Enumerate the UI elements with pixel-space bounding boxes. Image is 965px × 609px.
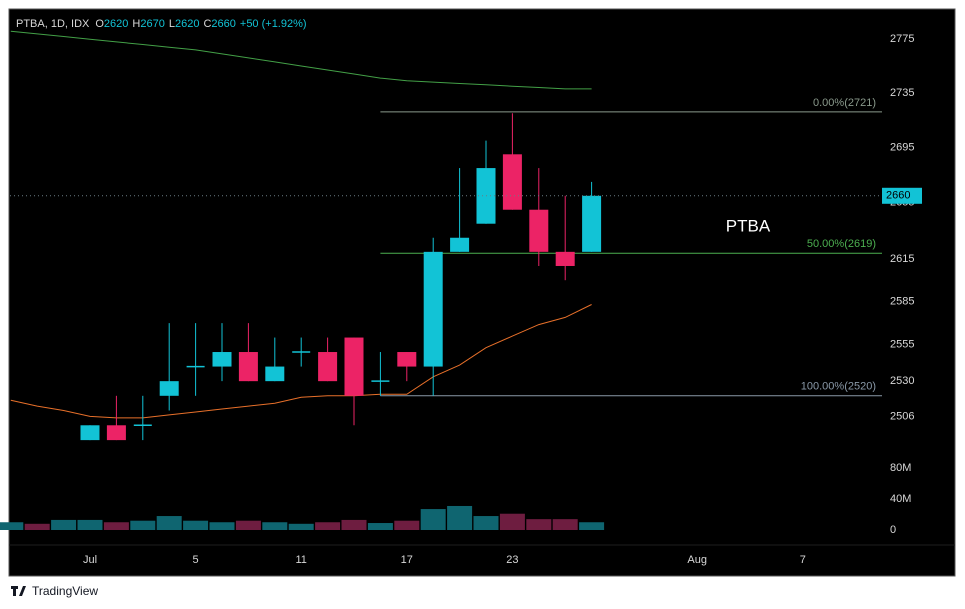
ohlc-key: C [203, 18, 211, 30]
y-tick-label: 2735 [890, 87, 914, 99]
chart-frame [8, 8, 956, 577]
volume-tick-label: 40M [890, 493, 911, 505]
volume-bar [526, 519, 552, 530]
x-tick-label: Jul [83, 554, 97, 566]
volume-tick-label: 0 [890, 524, 896, 536]
candle-body [555, 251, 575, 266]
y-tick-label: 2775 [890, 33, 914, 45]
fib-label: 0.00%(2721) [813, 97, 876, 109]
volume-bar [24, 523, 50, 530]
candle-body [502, 154, 522, 210]
x-tick-label: 17 [401, 554, 413, 566]
change: +50 (+1.92%) [240, 18, 307, 30]
candle-body [238, 352, 258, 382]
candle-body [529, 209, 549, 252]
brand: TradingView [32, 584, 98, 598]
ohlc-value: 2660 [211, 18, 235, 30]
volume-bar [77, 519, 103, 530]
ohlc-key: H [132, 18, 140, 30]
y-tick-label: 2530 [890, 375, 914, 387]
candle-body [450, 237, 470, 252]
x-tick-label: 5 [193, 554, 199, 566]
x-tick-label: 23 [506, 554, 518, 566]
volume-bar [473, 516, 499, 530]
volume-bar [51, 519, 77, 530]
y-tick-label: 2506 [890, 410, 914, 422]
y-tick-label: 2585 [890, 296, 914, 308]
moving-average [10, 304, 592, 419]
volume-bar [156, 516, 182, 530]
y-tick-label: 2695 [890, 141, 914, 153]
logo-icon [11, 586, 26, 596]
volume-bar [235, 520, 261, 530]
volume-bar [262, 522, 288, 530]
candle-body [212, 352, 232, 367]
candle-body [344, 337, 364, 396]
candle-body [423, 251, 443, 367]
y-tick-label: 2615 [890, 253, 914, 265]
candle-body [582, 195, 602, 252]
candle-body [318, 352, 338, 382]
ohlc-value: 2670 [140, 18, 164, 30]
volume-bar [394, 520, 420, 530]
candle-body [80, 425, 100, 441]
volume-bar [447, 505, 473, 530]
x-tick-label: Aug [687, 554, 707, 566]
volume-bar [209, 522, 235, 530]
moving-average [10, 30, 592, 90]
x-tick-label: 7 [800, 554, 806, 566]
candle-body [159, 381, 179, 396]
fib-label: 50.00%(2619) [807, 238, 876, 250]
last-price-box [882, 187, 922, 204]
volume-bar [0, 522, 24, 530]
volume-bar [130, 520, 156, 530]
fib-label: 100.00%(2520) [801, 381, 876, 393]
y-tick-label: 2555 [890, 339, 914, 351]
ohlc-key: O [95, 18, 104, 30]
ohlc-value: 2620 [175, 18, 199, 30]
annotation: PTBA [726, 216, 771, 235]
volume-bar [315, 522, 341, 530]
volume-bar [552, 519, 578, 530]
x-tick-label: 11 [295, 554, 306, 566]
volume-bar [341, 519, 367, 530]
ohlc-value: 2620 [104, 18, 128, 30]
symbol: PTBA, 1D, IDX [16, 18, 90, 30]
volume-bar [183, 520, 209, 530]
candle-body [397, 352, 417, 367]
volume-bar [288, 523, 314, 530]
volume-tick-label: 80M [890, 462, 911, 474]
candle-body [106, 425, 126, 441]
header: PTBA, 1D, IDX O2620 H2670 L2620 C2660 +50 (+1… [16, 18, 307, 30]
volume-bar [579, 522, 605, 530]
last-price-label: 2660 [886, 190, 910, 202]
volume-bar [499, 513, 525, 530]
candle-body [265, 366, 285, 382]
volume-bar [367, 523, 393, 530]
ohlc-key: L [169, 18, 175, 30]
volume-bar [103, 522, 129, 530]
volume-bar [420, 509, 446, 530]
logo: TradingView [11, 584, 98, 598]
